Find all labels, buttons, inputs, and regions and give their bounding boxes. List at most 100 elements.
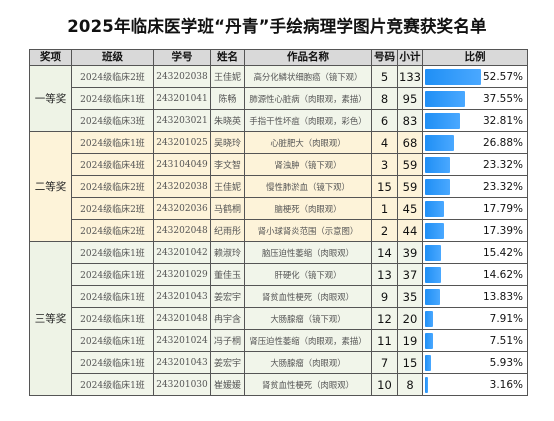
ratio-value: 15.42%	[482, 246, 523, 259]
student-id-cell: 243201029	[153, 263, 211, 286]
award-level: 二等奖	[29, 131, 72, 242]
class-cell: 2024级临床3班	[71, 109, 154, 132]
class-cell: 2024级临床1班	[71, 351, 154, 374]
ratio-bar	[425, 267, 441, 283]
table-row: 2024级临床2班 243202038 王佳妮 慢性肺淤血（镜下观） 15 59 23.32…	[30, 175, 528, 198]
table-row: 2024级临床1班 243201043 姜宏宇 大肠腺瘤（肉眼观） 7 15 5.93%	[30, 351, 528, 374]
count-cell: 59	[397, 153, 423, 176]
header-student-id: 学号	[153, 49, 211, 66]
ratio-bar	[425, 135, 454, 151]
class-cell: 2024级临床2班	[71, 175, 154, 198]
ratio-value: 5.93%	[489, 356, 523, 369]
ratio-value: 17.79%	[482, 202, 523, 215]
count-cell: 39	[397, 241, 423, 264]
work-title-cell: 肾贫血性梗死（肉眼观）	[244, 285, 372, 308]
number-cell: 2	[371, 219, 398, 242]
name-cell: 冯子桐	[210, 329, 245, 352]
name-cell: 李文智	[210, 153, 245, 176]
table-row: 三等奖 2024级临床1班 243201042 赖淑玲 脑压迫性萎缩（肉眼观） 14 39 1…	[29, 241, 528, 396]
class-cell: 2024级临床4班	[71, 153, 154, 176]
award-level: 一等奖	[29, 65, 72, 132]
work-title-cell: 脑压迫性萎缩（肉眼观）	[244, 241, 372, 264]
class-cell: 2024级临床1班	[71, 285, 154, 308]
class-cell: 2024级临床1班	[71, 329, 154, 352]
ratio-cell: 15.42%	[422, 241, 528, 264]
count-cell: 8	[397, 373, 423, 396]
table-row: 2024级临床1班 243201030 崔媛媛 肾贫血性梗死（肉眼观） 10 8 3.16%	[30, 373, 528, 396]
student-id-cell: 243201025	[153, 131, 211, 154]
ratio-cell: 17.79%	[422, 197, 528, 220]
class-cell: 2024级临床1班	[71, 373, 154, 396]
header-award: 奖项	[29, 49, 72, 66]
name-cell: 王佳妮	[210, 175, 245, 198]
number-cell: 14	[371, 241, 398, 264]
table-row: 2024级临床2班 243202036 马鹤桐 脑梗死（肉眼观） 1 45 17.79%	[30, 197, 528, 220]
table-row: 二等奖 2024级临床1班 243201025 吴晓玲 心脏肥大（肉眼观） 4 68 26.8…	[29, 131, 528, 242]
number-cell: 7	[371, 351, 398, 374]
count-cell: 19	[397, 329, 423, 352]
ratio-bar	[425, 245, 442, 261]
work-title-cell: 脑梗死（肉眼观）	[244, 197, 372, 220]
name-cell: 吴晓玲	[210, 131, 245, 154]
ratio-cell: 17.39%	[422, 219, 528, 242]
award-table: 奖项 班级 学号 姓名 作品名称 号码 小计 比例 一等奖 2024级临床2班 24…	[29, 49, 528, 396]
name-cell: 朱晓英	[210, 109, 245, 132]
name-cell: 姜宏宇	[210, 351, 245, 374]
table-row: 2024级临床1班 243201029 董佳玉 肝硬化（镜下观） 13 37 14.62%	[30, 263, 528, 286]
number-cell: 8	[371, 87, 398, 110]
student-id-cell: 243201048	[153, 307, 211, 330]
work-title-cell: 肺源性心脏病（肉眼观，素描）	[244, 87, 372, 110]
count-cell: 45	[397, 197, 423, 220]
student-id-cell: 243202048	[153, 219, 211, 242]
ratio-value: 7.91%	[489, 312, 523, 325]
name-cell: 赖淑玲	[210, 241, 245, 264]
student-id-cell: 243202038	[153, 175, 211, 198]
table-body: 一等奖 2024级临床2班 243202038 王佳妮 高分化鳞状细胞癌（镜下观） 5 13…	[29, 65, 528, 396]
work-title-cell: 肾浊肿（镜下观）	[244, 153, 372, 176]
ratio-bar	[425, 223, 444, 239]
ratio-cell: 5.93%	[422, 351, 528, 374]
work-title-cell: 肾贫血性梗死（肉眼观）	[244, 373, 372, 396]
ratio-value: 26.88%	[482, 136, 523, 149]
work-title-cell: 手指干性坏疽（肉眼观，彩色）	[244, 109, 372, 132]
work-title-cell: 肾小球肾炎范围（示意图）	[244, 219, 372, 242]
header-count: 小计	[397, 49, 423, 66]
class-cell: 2024级临床2班	[71, 197, 154, 220]
work-title-cell: 肝硬化（镜下观）	[244, 263, 372, 286]
work-title-cell: 慢性肺淤血（镜下观）	[244, 175, 372, 198]
ratio-value: 37.55%	[482, 92, 523, 105]
student-id-cell: 243104049	[153, 153, 211, 176]
name-cell: 王佳妮	[210, 65, 245, 88]
work-title-cell: 大肠腺瘤（肉眼观）	[244, 351, 372, 374]
student-id-cell: 243202038	[153, 65, 211, 88]
count-cell: 59	[397, 175, 423, 198]
number-cell: 4	[371, 131, 398, 154]
award-level: 三等奖	[29, 241, 72, 396]
header-ratio: 比例	[422, 49, 528, 66]
name-cell: 马鹤桐	[210, 197, 245, 220]
number-cell: 9	[371, 285, 398, 308]
ratio-bar	[425, 333, 433, 349]
ratio-bar	[425, 311, 434, 327]
name-cell: 董佳玉	[210, 263, 245, 286]
table-row: 一等奖 2024级临床2班 243202038 王佳妮 高分化鳞状细胞癌（镜下观） 5 13…	[29, 65, 528, 132]
name-cell: 崔媛媛	[210, 373, 245, 396]
table-row: 2024级临床2班 243202048 纪雨彤 肾小球肾炎范围（示意图） 2 44 17.3…	[30, 219, 528, 242]
ratio-value: 3.16%	[489, 378, 523, 391]
header-row: 奖项 班级 学号 姓名 作品名称 号码 小计 比例	[29, 49, 528, 66]
number-cell: 6	[371, 109, 398, 132]
table-row: 2024级临床1班 243201041 陈畅 肺源性心脏病（肉眼观，素描） 8 95 37.…	[30, 87, 528, 110]
ratio-value: 23.32%	[482, 158, 523, 171]
header-name: 姓名	[210, 49, 245, 66]
ratio-bar	[425, 91, 465, 107]
ratio-bar	[425, 69, 481, 85]
work-title-cell: 大肠腺瘤（镜下观）	[244, 307, 372, 330]
student-id-cell: 243201042	[153, 241, 211, 264]
ratio-value: 7.51%	[489, 334, 523, 347]
name-cell: 陈畅	[210, 87, 245, 110]
student-id-cell: 243201041	[153, 87, 211, 110]
ratio-cell: 23.32%	[422, 153, 528, 176]
work-title-cell: 肾压迫性萎缩（肉眼观，素描）	[244, 329, 372, 352]
number-cell: 5	[371, 65, 398, 88]
table-row: 2024级临床4班 243104049 李文智 肾浊肿（镜下观） 3 59 23.32%	[30, 153, 528, 176]
